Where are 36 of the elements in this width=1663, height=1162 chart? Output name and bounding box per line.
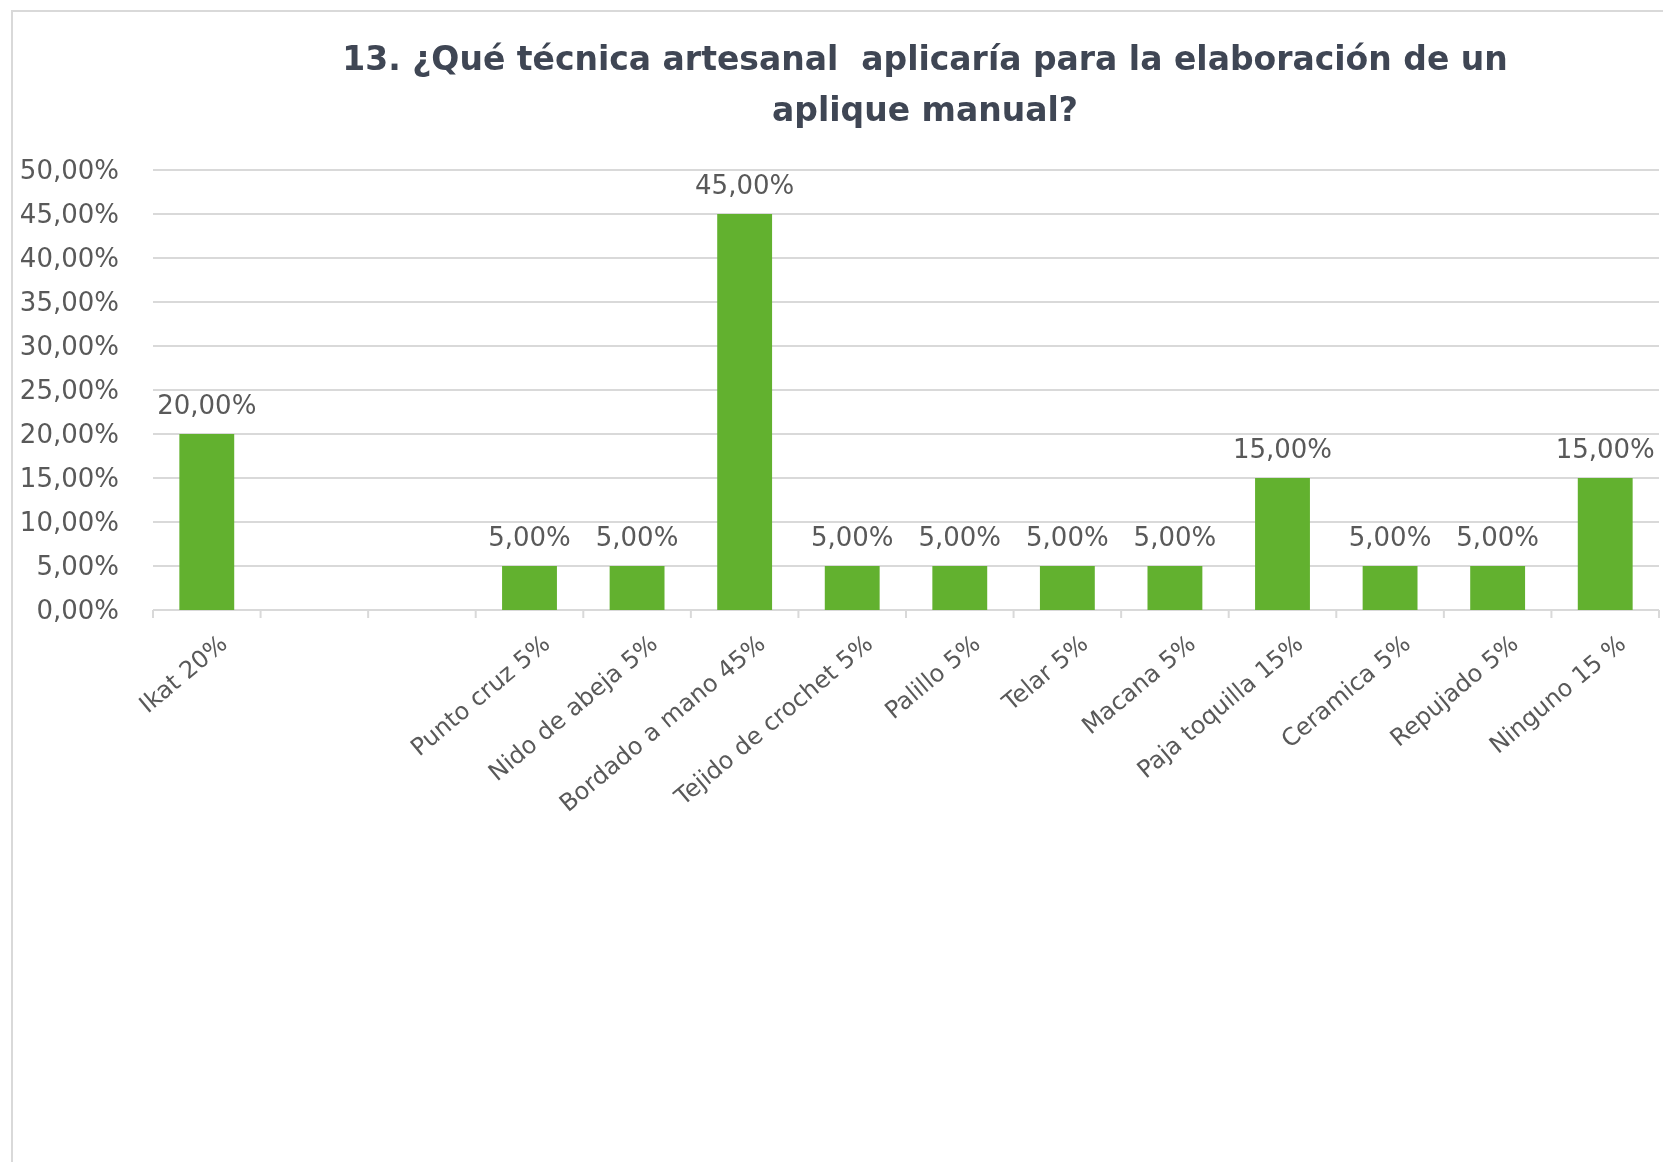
y-tick-label: 20,00% bbox=[19, 419, 119, 449]
y-tick-label: 0,00% bbox=[36, 595, 119, 625]
y-tick-label: 45,00% bbox=[19, 199, 119, 229]
data-label: 5,00% bbox=[488, 522, 571, 552]
bar bbox=[1039, 566, 1095, 610]
chart-title: 13. ¿Qué técnica artesanal aplicaría para la elaboración de un aplique manual? bbox=[342, 39, 1508, 129]
y-tick-label: 50,00% bbox=[19, 155, 119, 185]
bar bbox=[179, 434, 235, 610]
y-tick-label: 30,00% bbox=[19, 331, 119, 361]
data-label: 20,00% bbox=[157, 390, 257, 420]
bar bbox=[824, 566, 880, 610]
data-label: 5,00% bbox=[918, 522, 1002, 552]
data-label: 5,00% bbox=[595, 522, 679, 552]
data-label: 5,00% bbox=[1456, 522, 1539, 552]
data-label: 5,00% bbox=[1133, 522, 1217, 552]
y-tick-label: 35,00% bbox=[19, 287, 119, 317]
data-label: 5,00% bbox=[1026, 522, 1109, 552]
bar bbox=[1255, 478, 1310, 610]
bar bbox=[1362, 566, 1418, 610]
y-tick-label: 25,00% bbox=[19, 375, 119, 405]
bar bbox=[609, 566, 665, 610]
bar bbox=[717, 214, 773, 610]
data-label: 5,00% bbox=[810, 522, 894, 552]
data-label: 15,00% bbox=[1232, 434, 1333, 464]
bar bbox=[932, 566, 988, 610]
data-label: 15,00% bbox=[1555, 434, 1655, 464]
y-tick-label: 40,00% bbox=[19, 243, 119, 273]
y-tick-label: 5,00% bbox=[36, 551, 119, 581]
bar bbox=[1470, 566, 1526, 610]
data-label: 5,00% bbox=[1348, 522, 1432, 552]
data-label: 45,00% bbox=[695, 170, 795, 200]
bar bbox=[1577, 478, 1633, 610]
bar bbox=[502, 566, 557, 610]
y-tick-label: 10,00% bbox=[19, 507, 119, 537]
bar bbox=[1147, 566, 1203, 610]
y-tick-label: 15,00% bbox=[19, 463, 119, 493]
